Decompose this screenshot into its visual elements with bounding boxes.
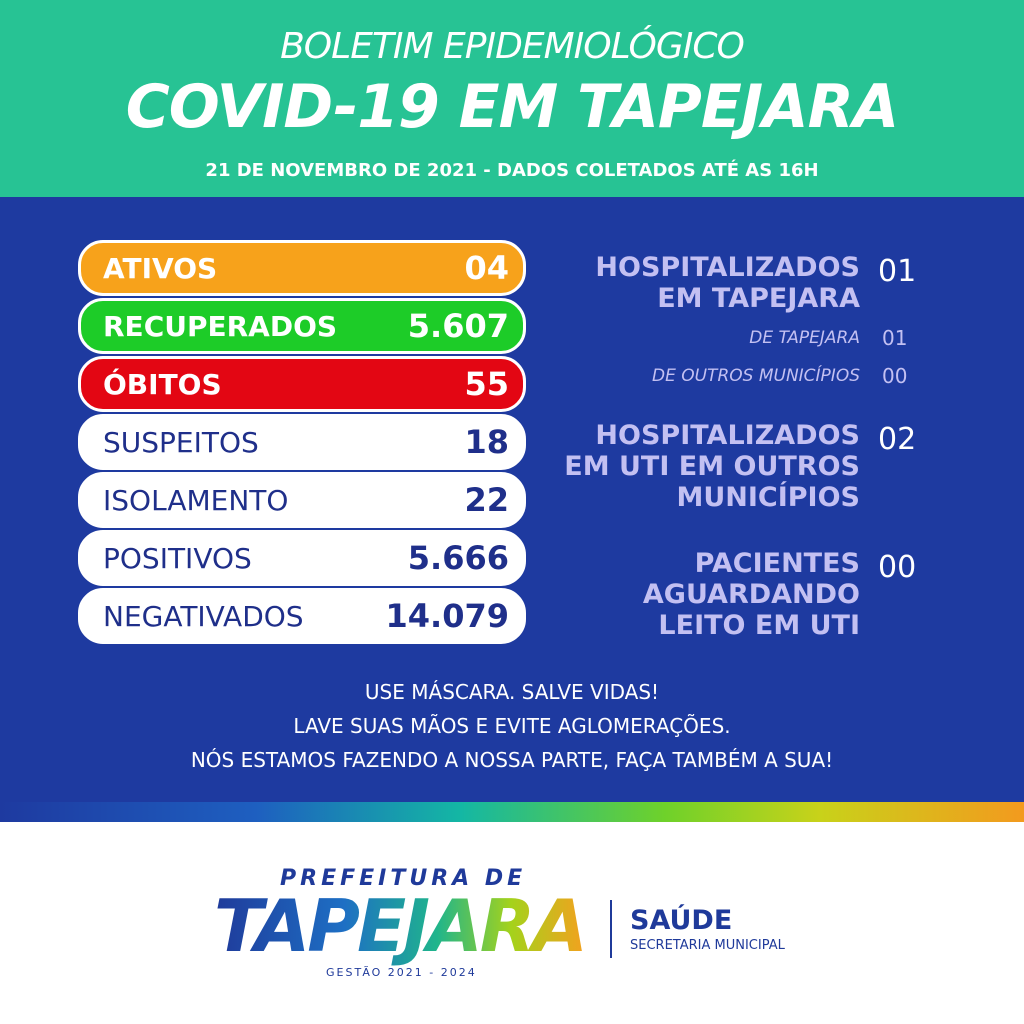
label-line: HOSPITALIZADOS	[595, 252, 860, 283]
label-line: EM UTI EM OUTROS	[564, 451, 860, 482]
label-line: PACIENTES	[694, 548, 860, 579]
hospital-value: 00	[878, 550, 917, 585]
message-line: LAVE SUAS MÃOS E EVITE AGLOMERAÇÕES.	[293, 714, 731, 738]
label-line: MUNICÍPIOS	[676, 482, 860, 513]
date: 21 DE NOVEMBRO DE 2021 - DADOS COLETADOS…	[205, 160, 819, 181]
gradient-stripe	[0, 802, 1024, 822]
hospital-label: HOSPITALIZADOS EM TAPEJARA	[595, 252, 860, 314]
label-line: HOSPITALIZADOS	[595, 420, 860, 451]
separator	[610, 900, 612, 958]
stat-pill: ISOLAMENTO 22	[78, 472, 526, 528]
detail-label: DE OUTROS MUNICÍPIOS	[652, 366, 860, 386]
stat-label: RECUPERADOS	[103, 309, 338, 343]
label-line: LEITO EM UTI	[658, 610, 860, 641]
stat-pill: SUSPEITOS 18	[78, 414, 526, 470]
stat-value: 5.607	[407, 307, 509, 345]
stat-label: NEGATIVADOS	[103, 599, 304, 633]
stat-label: ÓBITOS	[103, 367, 222, 401]
stat-value: 04	[464, 249, 509, 287]
header-band	[0, 0, 1024, 197]
title: COVID-19 EM TAPEJARA	[125, 72, 900, 142]
stat-pill: ATIVOS 04	[78, 240, 526, 296]
message-line: NÓS ESTAMOS FAZENDO A NOSSA PARTE, FAÇA …	[190, 748, 834, 772]
stat-value: 5.666	[407, 539, 509, 577]
stat-value: 18	[464, 423, 509, 461]
detail-value: 00	[882, 364, 908, 388]
kicker: BOLETIM EPIDEMIOLÓGICO	[280, 26, 745, 67]
stat-pill: NEGATIVADOS 14.079	[78, 588, 526, 644]
department: SAÚDE	[630, 905, 733, 936]
stat-label: ISOLAMENTO	[103, 483, 289, 517]
stat-label: SUSPEITOS	[103, 425, 259, 459]
stat-pill: RECUPERADOS 5.607	[78, 298, 526, 354]
message-line: USE MÁSCARA. SALVE VIDAS!	[364, 680, 660, 704]
hospital-label: PACIENTES AGUARDANDO LEITO EM UTI	[643, 548, 860, 641]
label-line: EM TAPEJARA	[657, 283, 860, 314]
logo-name: TAPEJARA	[214, 884, 588, 968]
stat-label: ATIVOS	[103, 251, 218, 285]
stat-value: 55	[464, 365, 509, 403]
hospital-value: 01	[878, 254, 917, 289]
hospital-label: HOSPITALIZADOS EM UTI EM OUTROS MUNICÍPIOS	[564, 420, 860, 513]
logo-term: GESTÃO 2021 - 2024	[326, 966, 477, 979]
detail-value: 01	[882, 326, 908, 350]
hospital-value: 02	[878, 422, 917, 457]
stat-pill: ÓBITOS 55	[78, 356, 526, 412]
stat-value: 22	[464, 481, 509, 519]
department-subtitle: SECRETARIA MUNICIPAL	[630, 938, 785, 953]
stat-value: 14.079	[385, 597, 509, 635]
stat-label: POSITIVOS	[103, 541, 252, 575]
label-line: AGUARDANDO	[642, 579, 860, 610]
stat-pill: POSITIVOS 5.666	[78, 530, 526, 586]
logo-prefix: PREFEITURA DE	[280, 866, 527, 891]
detail-label: DE TAPEJARA	[749, 328, 860, 348]
